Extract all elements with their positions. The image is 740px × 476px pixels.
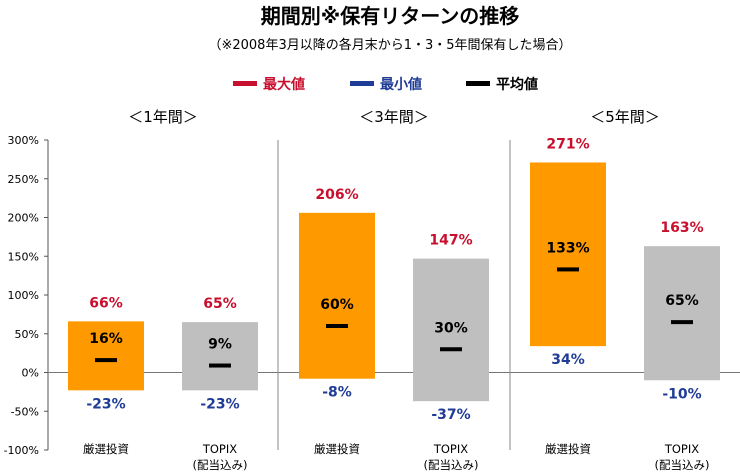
legend-label-avg: 平均値 <box>496 76 538 93</box>
min-value-label: -23% <box>86 396 125 412</box>
category-label: 厳選投資 <box>83 442 129 456</box>
max-value-label: 147% <box>429 233 472 249</box>
min-value-label: -37% <box>431 407 470 423</box>
range-bar <box>644 246 720 381</box>
min-value-label: 34% <box>551 352 585 368</box>
y-tick-label: 250% <box>8 173 39 186</box>
category-label: TOPIX <box>664 442 699 456</box>
avg-marker <box>95 358 117 363</box>
category-label: TOPIX <box>202 442 237 456</box>
range-bar <box>299 212 375 379</box>
period-label: ＜5年間＞ <box>590 108 660 126</box>
category-sublabel: (配当込み) <box>193 458 248 472</box>
legend: 最大値 最小値 平均値 <box>233 76 538 93</box>
category-sublabel: (配当込み) <box>655 458 710 472</box>
y-tick-label: 50% <box>15 328 39 341</box>
chart-title: 期間別※保有リターンの推移 <box>261 4 519 28</box>
legend-swatch-min <box>350 81 374 86</box>
y-tick-label: 200% <box>8 212 39 225</box>
avg-value-label: 60% <box>320 297 354 313</box>
min-value-label: -8% <box>322 385 352 401</box>
min-value-label: -23% <box>200 396 239 412</box>
period-label: ＜1年間＞ <box>128 108 198 126</box>
category-label: 厳選投資 <box>545 442 591 456</box>
max-value-label: 163% <box>660 220 703 236</box>
legend-label-max: 最大値 <box>263 76 305 93</box>
legend-swatch-max <box>233 81 257 86</box>
min-value-label: -10% <box>662 386 701 402</box>
range-bar <box>413 258 489 402</box>
max-value-label: 271% <box>546 136 589 152</box>
chart-subtitle: （※2008年3月以降の各月末から1・3・5年間保有した場合） <box>208 37 571 53</box>
y-tick-label: -100% <box>4 444 39 457</box>
avg-marker <box>557 267 579 272</box>
legend-label-min: 最小値 <box>380 76 422 93</box>
range-bar <box>182 322 258 391</box>
period-label: ＜3年間＞ <box>359 108 429 126</box>
y-tick-label: 0% <box>22 367 39 380</box>
avg-marker <box>671 320 693 325</box>
plot-area: 300% 250% 200% 150% 100% 50% 0% -50% -100% ＜1年間＞ 6… <box>4 108 740 472</box>
max-value-label: 65% <box>203 296 237 312</box>
avg-value-label: 30% <box>434 320 468 336</box>
range-bar <box>68 321 144 391</box>
max-value-label: 206% <box>315 187 358 203</box>
avg-value-label: 16% <box>89 331 123 347</box>
category-label: 厳選投資 <box>314 442 360 456</box>
y-tick-label: 150% <box>8 250 39 263</box>
avg-value-label: 65% <box>665 293 699 309</box>
avg-marker <box>209 363 231 368</box>
category-label: TOPIX <box>433 442 468 456</box>
avg-marker <box>326 324 348 328</box>
range-bar <box>530 162 606 347</box>
max-value-label: 66% <box>89 295 123 311</box>
avg-value-label: 133% <box>546 240 589 256</box>
y-tick-label: 100% <box>8 289 39 302</box>
avg-marker <box>440 347 462 352</box>
y-tick-label: 300% <box>8 134 39 147</box>
y-tick-label: -50% <box>11 405 39 418</box>
avg-value-label: 9% <box>208 337 232 353</box>
category-sublabel: (配当込み) <box>424 458 479 472</box>
legend-swatch-avg <box>466 81 490 86</box>
